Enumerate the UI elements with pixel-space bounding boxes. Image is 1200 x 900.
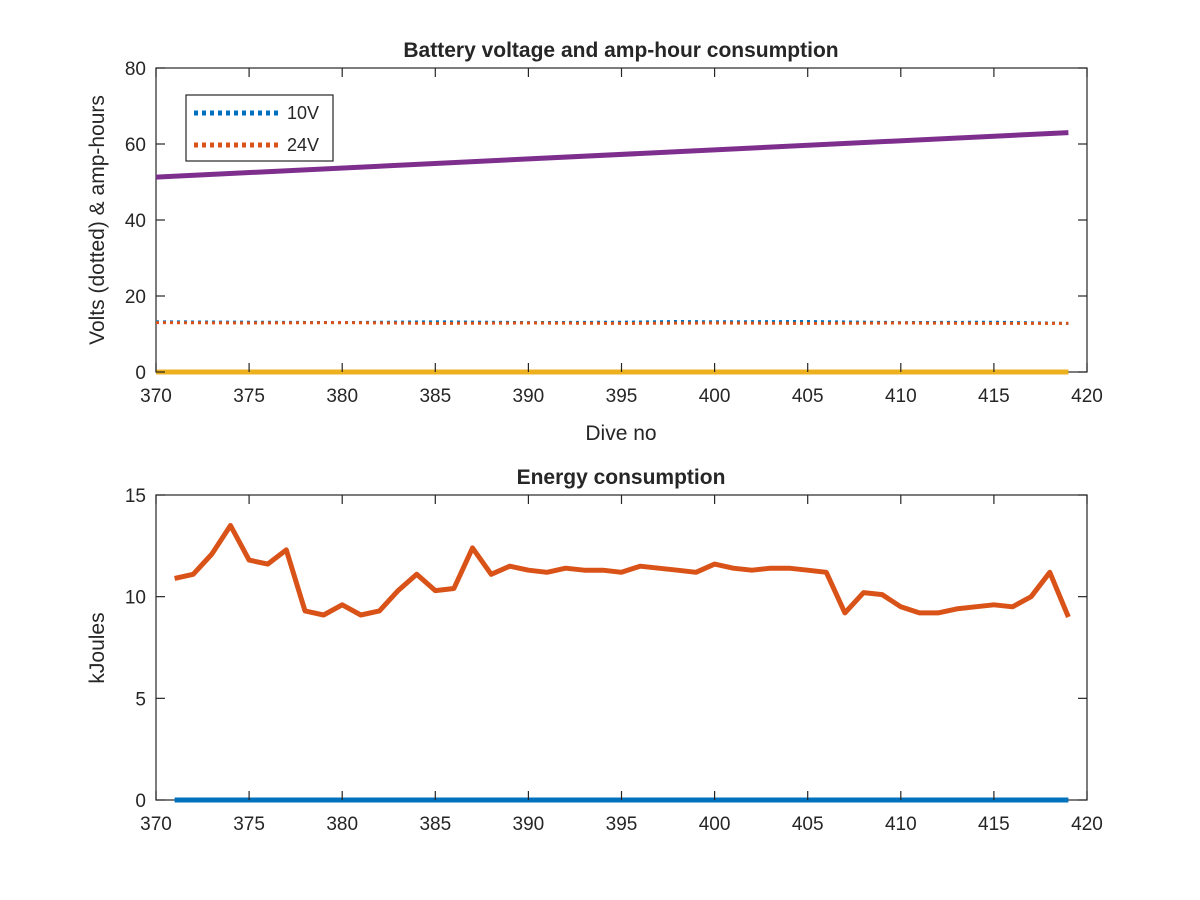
y-axis-label-bottom: kJoules: [86, 612, 109, 683]
y-tick-label-bottom: 0: [135, 791, 146, 812]
y-tick-label-top: 0: [135, 363, 146, 384]
y-tick-label-bottom: 5: [135, 689, 146, 710]
x-tick-label-bottom: 410: [885, 814, 917, 835]
x-tick-label-top: 370: [140, 386, 172, 407]
y-axis-label-top: Volts (dotted) & amp-hours: [86, 95, 109, 345]
x-tick-label-bottom: 405: [792, 814, 824, 835]
series-line-bottom-0: [174, 523, 1071, 618]
x-tick-label-top: 415: [978, 386, 1010, 407]
x-tick-label-bottom: 370: [140, 814, 172, 835]
x-tick-label-top: 395: [606, 386, 638, 407]
x-tick-label-top: 410: [885, 386, 917, 407]
y-tick-label-top: 40: [125, 211, 146, 232]
voltage-amphour-plot: 370 375 380 385 390 395 400 405 410 415 420 0 20 40 60…: [86, 39, 1103, 445]
chart-title-bottom: Energy consumption: [517, 466, 726, 489]
plot-area-bottom: [155, 494, 1088, 801]
x-axis-label-top: Dive no: [585, 422, 656, 445]
ticks-group-top: 370 375 380 385 390 395 400 405 410 415 420 0 20 40 60…: [125, 59, 1103, 407]
x-tick-label-bottom: 415: [978, 814, 1010, 835]
series-line-top-2: [155, 130, 1069, 180]
legend-label-10v: 10V: [287, 103, 319, 123]
series-group-top: [155, 130, 1069, 375]
x-tick-label-top: 420: [1071, 386, 1103, 407]
x-tick-label-top: 380: [326, 386, 358, 407]
y-tick-label-top: 60: [125, 135, 146, 156]
x-tick-label-bottom: 420: [1071, 814, 1103, 835]
y-tick-label-bottom: 10: [125, 588, 146, 609]
x-tick-label-bottom: 390: [513, 814, 545, 835]
x-tick-label-bottom: 380: [326, 814, 358, 835]
x-tick-label-top: 375: [233, 386, 265, 407]
y-tick-label-top: 80: [125, 59, 146, 80]
x-tick-label-top: 400: [699, 386, 731, 407]
x-tick-label-bottom: 395: [606, 814, 638, 835]
legend-label-24v: 24V: [287, 135, 319, 155]
legend: 10V 24V: [185, 94, 334, 162]
legend-box: [185, 94, 334, 162]
x-tick-label-top: 390: [513, 386, 545, 407]
y-tick-label-top: 20: [125, 287, 146, 308]
chart-title-top: Battery voltage and amp-hour consumption: [403, 39, 838, 62]
series-line-top-24v: [155, 321, 1069, 325]
x-tick-label-top: 405: [792, 386, 824, 407]
y-tick-label-bottom: 15: [125, 486, 146, 507]
ticks-group-bottom: 370 375 380 385 390 395 400 405 410 415 420 0 5 10 15: [125, 486, 1103, 835]
x-tick-label-bottom: 385: [419, 814, 451, 835]
x-tick-label-bottom: 400: [699, 814, 731, 835]
x-tick-label-bottom: 375: [233, 814, 265, 835]
energy-plot: 370 375 380 385 390 395 400 405 410 415 420051015 …: [86, 466, 1103, 835]
x-tick-label-top: 385: [419, 386, 451, 407]
